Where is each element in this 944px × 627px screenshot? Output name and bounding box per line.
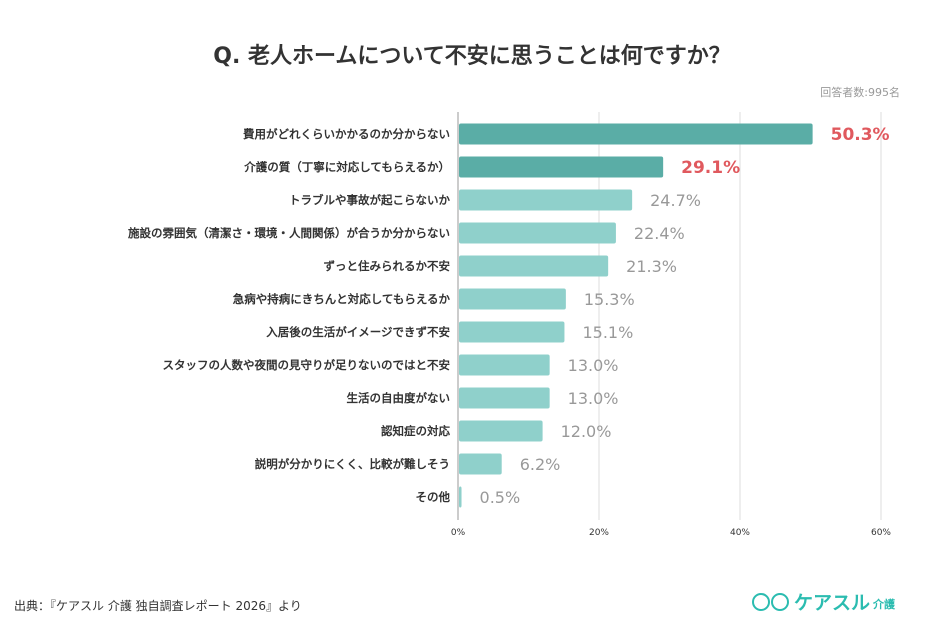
bar [459,255,609,277]
data-label: 13.0% [568,389,619,408]
x-tick-label: 40% [730,528,750,538]
bar [459,123,813,145]
category-label: 急病や持病にきちんと対応してもらえるか [233,292,451,306]
bar [459,420,543,442]
bar [459,453,502,475]
category-label: ずっと住みられるか不安 [324,259,451,273]
bar [459,189,633,211]
data-label: 21.3% [626,257,677,276]
data-label: 50.3% [831,125,890,145]
category-label: 認知症の対応 [381,424,450,438]
logo-text: ケアスル [794,592,871,614]
bar [459,156,664,178]
category-label: 入居後の生活がイメージできず不安 [266,325,450,339]
logo-magnifier-icon [771,592,789,611]
bar [459,486,462,508]
chart-title: Q. 老人ホームについて不安に思うことは何ですか？ [213,44,731,69]
source-note: 出典：『ケアスル 介護 独自調査レポート 2026』より [14,599,302,613]
category-label: 施設の雰囲気（清潔さ・環境・人間関係）が合うか分からない [128,226,450,240]
category-label: その他 [416,490,451,504]
data-label: 15.1% [582,323,633,342]
x-tick-label: 60% [871,528,891,538]
x-tick-label: 0% [451,528,466,538]
data-label: 0.5% [480,488,521,507]
category-label: スタッフの人数や夜間の見守りが足りないのではと不安 [163,358,451,372]
category-label: トラブルや事故が起こらないか [289,193,450,207]
bar [459,387,550,409]
bar [459,321,565,343]
logo: ケアスル 介護 [752,588,895,615]
category-label: 説明が分かりにくく、比較が難しそう [255,457,450,471]
bar-chart: 0% 20% 40% 60% 費用がどれくらいかかるのか分からない 50.3% 介護の質（丁… [128,112,891,538]
data-label: 22.4% [634,224,685,243]
data-label: 29.1% [681,158,740,178]
logo-face-icon [752,592,770,611]
data-label: 13.0% [568,356,619,375]
category-label: 費用がどれくらいかかるのか分からない [243,127,450,141]
logo-subtext: 介護 [873,598,896,611]
respondent-count: 回答者数:995名 [820,86,900,99]
data-label: 6.2% [520,455,561,474]
data-label: 15.3% [584,290,635,309]
data-label: 24.7% [650,191,701,210]
bar [459,222,616,244]
x-tick-label: 20% [589,528,609,538]
category-label: 生活の自由度がない [347,391,451,405]
bar [459,354,550,376]
bar [459,288,566,310]
category-label: 介護の質（丁寧に対応してもらえるか） [243,160,450,174]
data-label: 12.0% [561,422,612,441]
